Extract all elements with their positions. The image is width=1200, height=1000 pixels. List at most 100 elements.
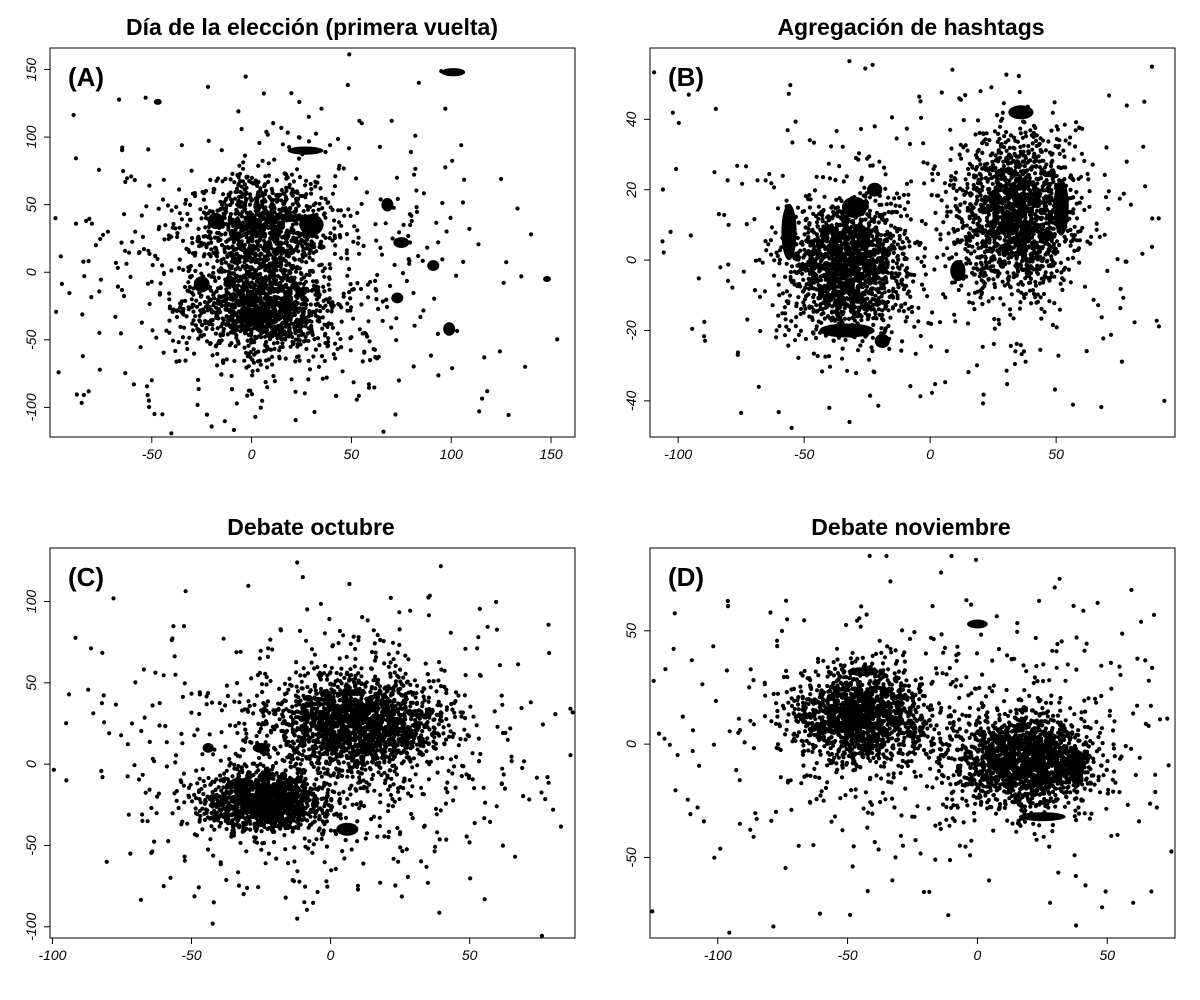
data-point [203,225,208,230]
data-point [335,331,340,336]
data-point [277,222,282,227]
data-point [273,301,278,307]
data-point [258,235,263,240]
data-point [822,297,827,302]
data-point [251,273,256,278]
data-point [283,337,288,342]
data-point [122,212,127,217]
data-point [170,338,176,343]
data-point [307,310,312,315]
data-point [773,230,778,235]
data-point [286,261,292,266]
data-point [347,267,352,272]
data-point [324,375,329,380]
data-point [309,191,314,196]
data-point [299,277,304,282]
data-point [229,197,234,202]
data-point [1030,147,1035,152]
data-point [241,160,246,165]
data-point [331,352,336,357]
data-point [298,271,303,276]
data-point [119,287,125,293]
data-point [228,177,233,182]
data-point [203,188,209,194]
data-point [221,326,226,332]
data-point [297,175,303,180]
data-point [220,206,225,211]
data-point [339,319,344,324]
data-point [811,274,816,279]
data-point [893,203,898,208]
data-point [888,201,894,206]
data-point [263,348,269,353]
data-point [279,198,284,203]
data-point [991,277,996,282]
data-point [425,245,430,250]
data-point [313,201,318,206]
data-point [450,158,455,163]
data-point [260,158,265,163]
data-point [800,271,805,276]
data-point [149,378,154,383]
data-point [277,211,283,216]
data-point [891,289,896,294]
data-point [177,266,182,271]
data-point [215,351,220,356]
data-point [245,393,250,398]
data-point [313,184,318,189]
data-point [289,172,294,177]
data-point [753,258,759,263]
data-point [269,263,274,268]
data-point [327,236,332,241]
data-point [266,315,271,320]
data-point [306,358,311,363]
data-point [348,348,353,353]
data-point [506,412,511,418]
data-point [203,205,209,210]
data-point [295,244,300,249]
data-point [897,271,902,277]
data-point [411,290,416,296]
data-point [250,369,255,374]
data-point [256,218,261,223]
data-point [215,176,221,181]
data-point [278,255,283,260]
data-point [757,257,762,262]
data-point [858,281,863,286]
data-point [830,204,835,209]
data-point [149,279,154,284]
data-point [209,247,214,252]
data-point [1057,243,1062,248]
data-point [421,308,426,313]
data-point [205,84,211,89]
data-point [320,326,325,331]
data-point [288,230,293,235]
data-point [226,192,231,197]
data-point [169,431,174,436]
data-point [300,292,305,297]
data-point [193,323,198,328]
data-point [275,313,280,318]
data-point [440,200,445,206]
data-point [1072,224,1077,229]
data-point [311,208,316,213]
data-point [314,297,319,302]
data-point [255,359,260,364]
data-point [810,256,815,261]
data-point [198,319,203,324]
data-point [146,147,151,152]
data-point [820,175,826,180]
data-point [129,174,134,179]
data-point [269,313,274,319]
data-point [212,275,217,280]
data-point [811,286,817,291]
data-point [794,301,799,306]
data-point [229,373,234,379]
data-point [317,201,322,206]
data-point [788,270,794,275]
data-point [515,206,520,211]
data-point [290,189,296,194]
data-point [815,224,820,229]
data-point [204,412,210,417]
data-point [326,282,331,287]
